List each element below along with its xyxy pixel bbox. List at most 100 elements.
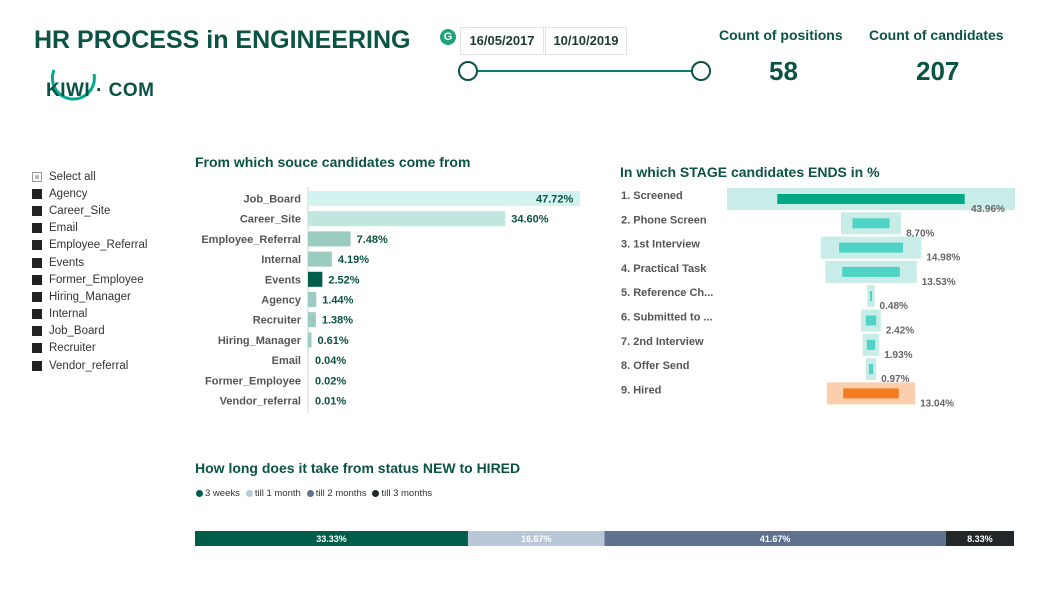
data-label: 7.48%: [357, 234, 388, 246]
funnel-bar: [852, 218, 890, 229]
category-label: 7. 2nd Interview: [621, 336, 704, 348]
segment-label: 8.33%: [967, 534, 993, 544]
logo-text: KIWI · COM: [46, 80, 155, 101]
slicer-item[interactable]: Career_Site: [32, 202, 182, 219]
data-label: 47.72%: [536, 194, 574, 206]
legend-dot-icon: [196, 490, 203, 497]
category-label: Events: [265, 274, 301, 286]
slicer-item[interactable]: Vendor_referral: [32, 357, 182, 374]
slicer-item[interactable]: Recruiter: [32, 340, 182, 357]
checkbox-icon: [32, 343, 42, 354]
data-label: 2.42%: [886, 326, 914, 337]
legend-dot-icon: [372, 490, 380, 497]
category-label: 9. Hired: [621, 384, 661, 396]
category-label: 8. Offer Send: [621, 360, 689, 372]
data-label: 1.38%: [322, 315, 353, 327]
slider-handle-end: [691, 61, 711, 81]
bar: [308, 312, 316, 328]
category-label: Agency: [261, 295, 302, 307]
slicer-item[interactable]: Hiring_Manager: [32, 288, 182, 305]
checkbox-icon: [32, 291, 42, 302]
data-label: 13.04%: [920, 398, 954, 409]
stack-segment: [195, 531, 468, 546]
category-label: 3. 1st Interview: [621, 239, 700, 251]
category-label: 2. Phone Screen: [621, 214, 707, 226]
bar: [308, 332, 312, 348]
source-slicer: Select all Agency Career_Site Email Empl…: [32, 168, 182, 374]
category-label: 1. Screened: [621, 190, 683, 202]
data-label: 43.96%: [971, 204, 1005, 215]
data-label: 0.02%: [315, 375, 346, 387]
kpi-candidates-value: 207: [916, 56, 960, 86]
data-label: 0.48%: [880, 301, 908, 312]
legend-dot-icon: [245, 490, 253, 497]
checkbox-icon: [32, 309, 42, 320]
data-label: 14.98%: [926, 253, 960, 264]
data-label: 1.44%: [322, 295, 353, 307]
stage-chart-title: In which STAGE candidates ENDS in %: [620, 164, 880, 180]
data-label: 4.19%: [338, 254, 369, 266]
slider-handle-start: [458, 61, 478, 81]
stage-funnel-chart: 1. Screened 43.96% 2. Phone Screen 8.70% 3. …: [621, 188, 1015, 409]
category-label: Email: [272, 355, 301, 367]
kpi-positions-value: 58: [769, 56, 798, 86]
checkbox-icon: [32, 171, 42, 182]
stack-segment: [945, 531, 1014, 546]
slicer-item[interactable]: Email: [32, 220, 182, 237]
legend-item: 3 weeks: [196, 488, 240, 499]
checkbox-icon: [32, 240, 42, 251]
grammarly-icon[interactable]: G: [440, 29, 456, 45]
source-bar-chart: Job_Board 47.72% Career_Site 34.60% Employee…: [201, 187, 580, 413]
legend-dot-icon: [306, 490, 314, 497]
data-label: 34.60%: [511, 214, 549, 226]
bar: [308, 292, 317, 307]
category-label: Job_Board: [244, 194, 301, 206]
legend-item: till 3 months: [372, 488, 432, 499]
funnel-bar: [869, 291, 873, 302]
page-title: HR PROCESS in ENGINEERING: [34, 26, 411, 54]
kiwi-logo: [50, 69, 96, 101]
data-label: 13.53%: [922, 277, 956, 288]
stack-segment: [467, 531, 605, 546]
funnel-bar: [839, 242, 903, 253]
category-label: Vendor_referral: [220, 396, 301, 408]
category-label: Internal: [261, 254, 301, 266]
funnel-bar: [865, 315, 877, 326]
funnel-bar: [868, 364, 874, 375]
data-label: 0.97%: [881, 374, 909, 385]
slicer-item[interactable]: Internal: [32, 306, 182, 323]
checkbox-icon: [32, 205, 42, 216]
funnel-bar: [866, 339, 876, 350]
bar: [308, 211, 506, 227]
funnel-bar: [842, 266, 900, 277]
date-range-slider[interactable]: [455, 58, 715, 84]
checkbox-icon: [32, 274, 42, 285]
time-stacked-bar: 33.33% 16.67% 41.67% 8.33%: [195, 531, 1014, 546]
slicer-item[interactable]: Events: [32, 254, 182, 271]
source-chart-title: From which souce candidates come from: [195, 154, 471, 170]
category-label: Employee_Referral: [201, 234, 301, 246]
checkbox-icon: [32, 257, 42, 268]
slicer-item[interactable]: Former_Employee: [32, 271, 182, 288]
category-label: 6. Submitted to ...: [621, 312, 713, 324]
data-label: 1.93%: [884, 350, 912, 361]
bar: [308, 251, 332, 267]
bar: [308, 271, 323, 287]
slicer-item[interactable]: Job_Board: [32, 323, 182, 340]
bar: [308, 231, 351, 247]
time-chart-title: How long does it take from status NEW to…: [195, 460, 521, 476]
date-end-input[interactable]: 10/10/2019: [545, 27, 627, 55]
category-label: Former_Employee: [205, 375, 301, 387]
segment-label: 41.67%: [760, 534, 791, 544]
slicer-item[interactable]: Agency: [32, 185, 182, 202]
category-label: 5. Reference Ch...: [621, 287, 713, 299]
slicer-item-select-all[interactable]: Select all: [32, 168, 182, 185]
slicer-item[interactable]: Employee_Referral: [32, 237, 182, 254]
time-chart-legend: 3 weeks till 1 month till 2 months till …: [196, 488, 432, 499]
kpi-candidates-label: Count of candidates: [869, 27, 1004, 43]
date-start-input[interactable]: 16/05/2017: [460, 27, 544, 55]
funnel-bar: [777, 194, 965, 204]
data-label: 8.70%: [906, 228, 934, 239]
data-label: 0.01%: [315, 396, 346, 408]
data-label: 0.04%: [315, 355, 346, 367]
